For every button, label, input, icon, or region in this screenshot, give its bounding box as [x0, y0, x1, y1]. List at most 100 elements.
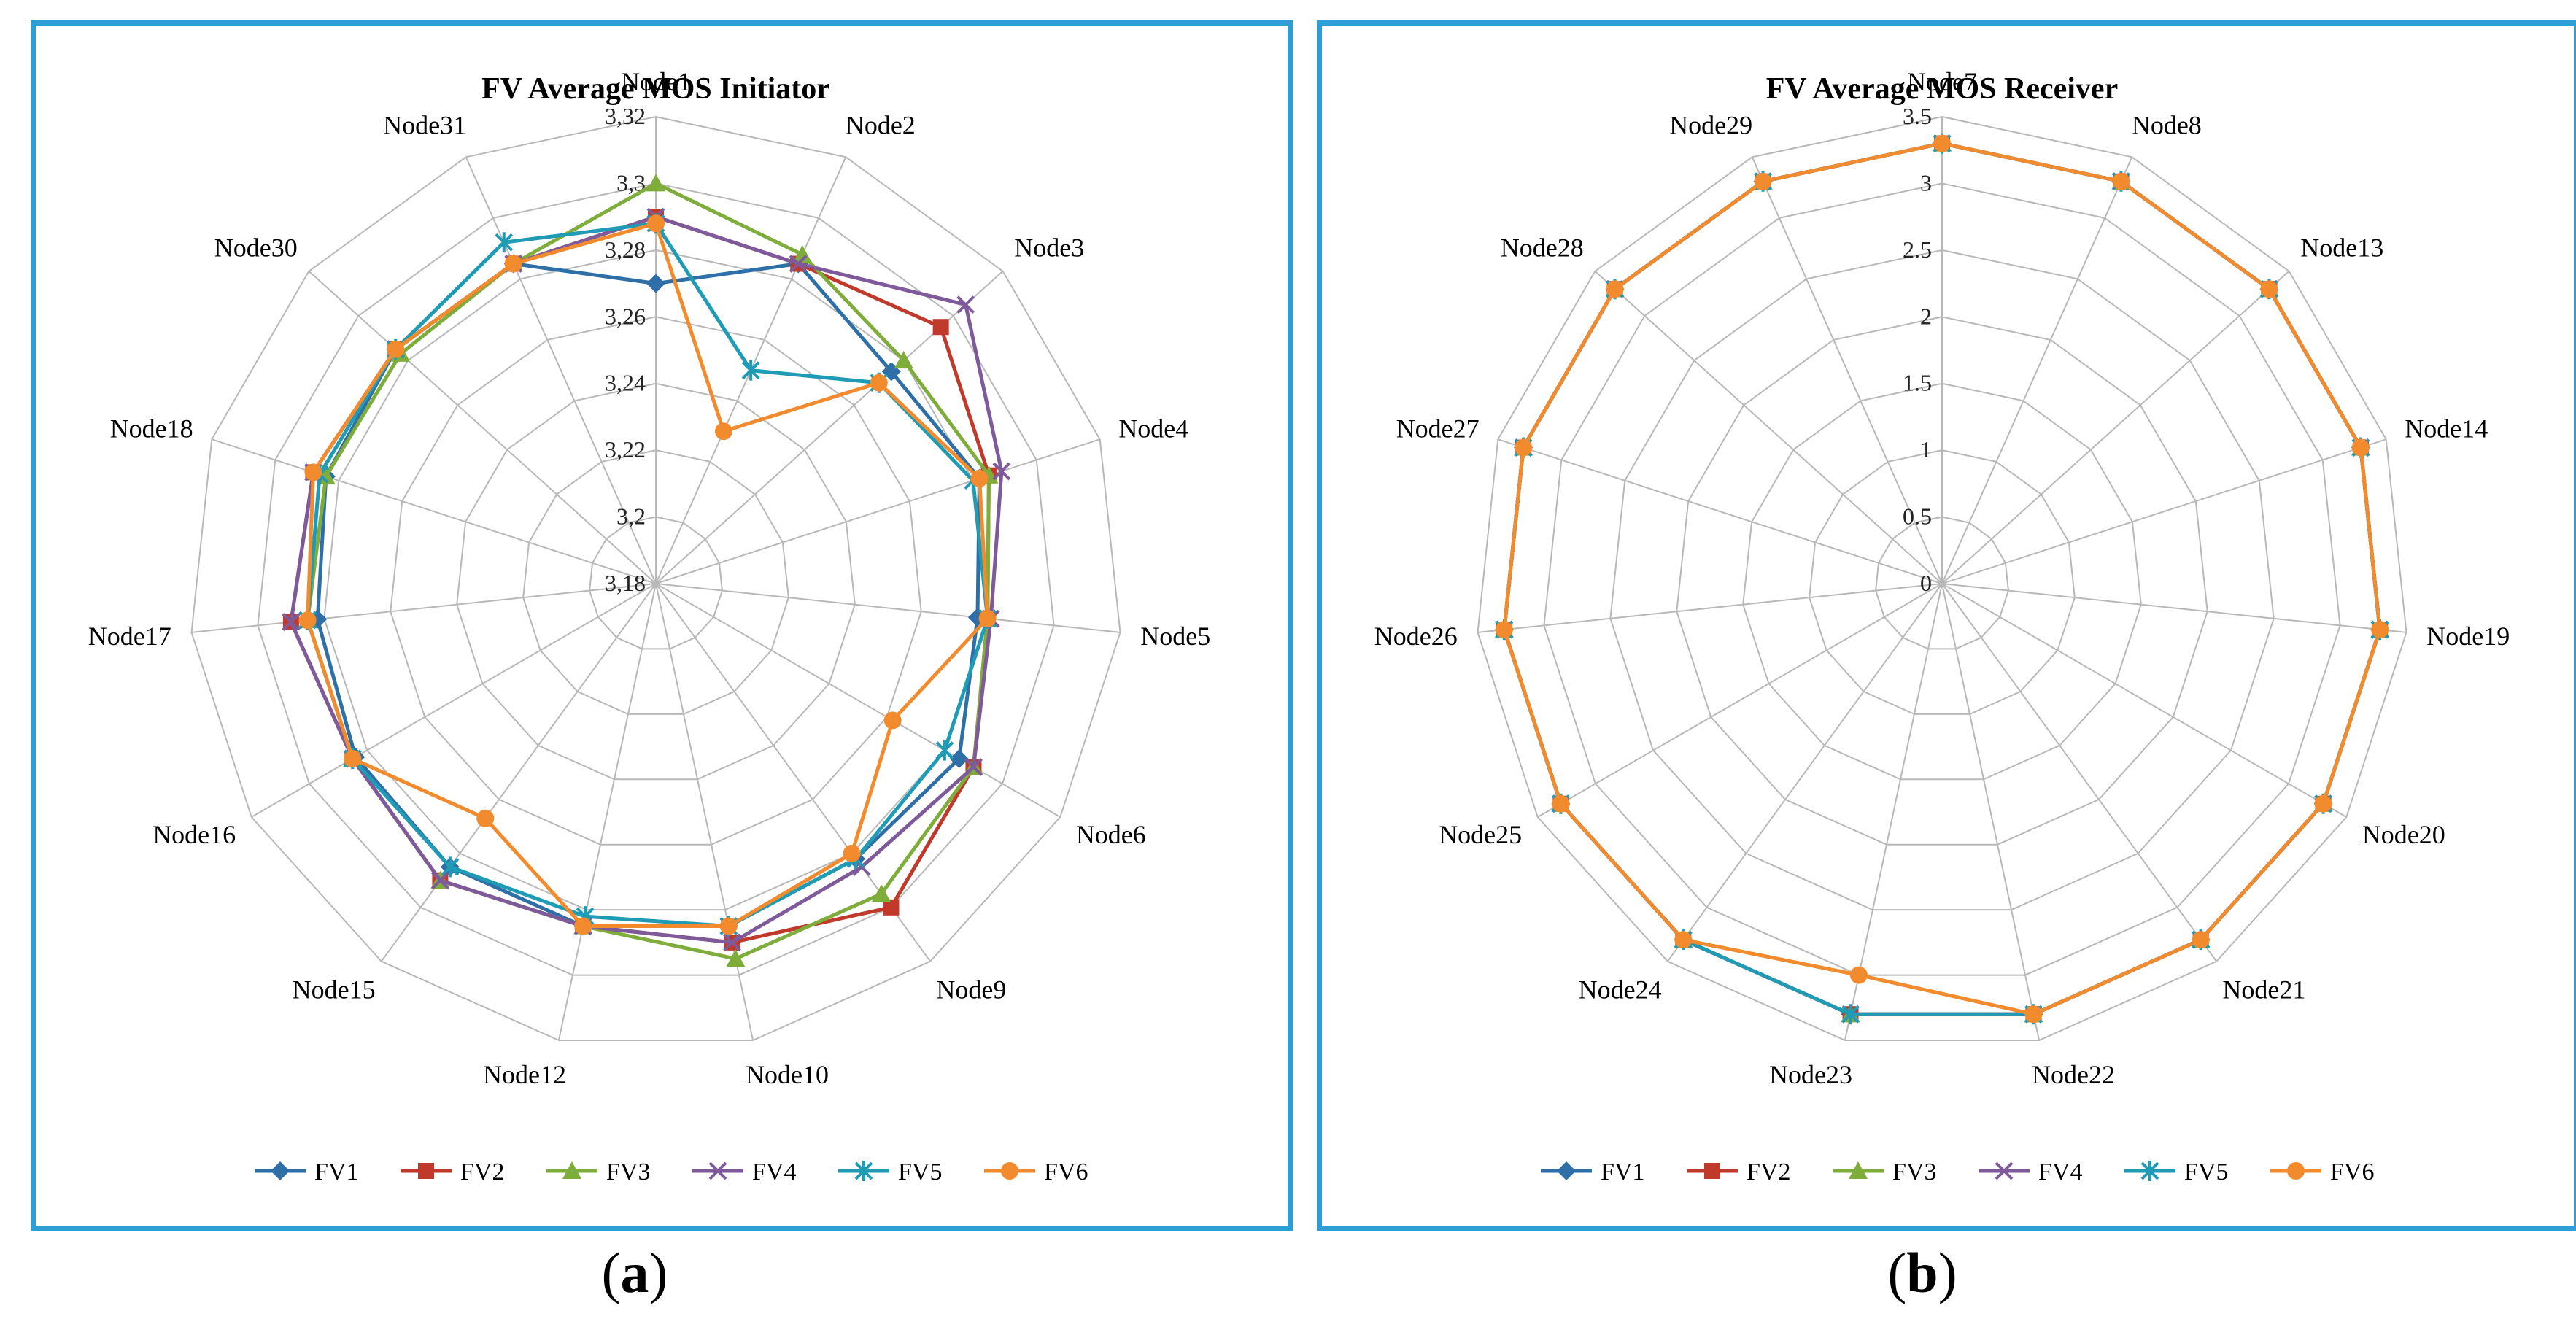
legend-item: FV4 — [1979, 1158, 2082, 1185]
data-point — [894, 351, 913, 369]
data-point — [2314, 794, 2332, 813]
grid-spoke — [308, 271, 657, 584]
series-FV6 — [1495, 134, 2389, 1024]
category-label: Node31 — [383, 110, 466, 139]
data-point — [1552, 794, 1570, 813]
legend-label: FV3 — [606, 1158, 650, 1185]
data-point — [441, 856, 460, 878]
grid-ring — [257, 182, 1055, 976]
tick-label: 3,18 — [605, 570, 646, 596]
tick-label: 2 — [1920, 303, 1932, 329]
grid-spoke — [1751, 156, 1943, 584]
grid-ring — [522, 449, 789, 715]
legend-item: FV5 — [838, 1158, 942, 1185]
data-point — [741, 360, 760, 381]
grid-ring — [390, 316, 922, 846]
legend-marker — [1995, 1161, 2014, 1180]
category-label: Node8 — [2132, 110, 2202, 139]
legend: FV1 FV2 FV3 FV4 FV5 FV6 — [255, 1158, 1088, 1185]
tick-label: 1.5 — [1903, 370, 1932, 396]
legend-marker — [2140, 1161, 2159, 1181]
grid-spoke — [1941, 583, 2041, 1041]
data-point — [970, 469, 989, 487]
data-point — [2112, 172, 2130, 190]
data-point — [843, 844, 861, 862]
grid-ring — [1477, 115, 2407, 1042]
data-point — [883, 711, 902, 730]
legend-label: FV5 — [2184, 1158, 2228, 1185]
data-point — [298, 611, 317, 630]
category-label: Node6 — [1076, 820, 1146, 849]
legend-item: FV2 — [401, 1158, 504, 1185]
series-FV4 — [282, 207, 1011, 952]
data-point — [1515, 438, 1533, 457]
grid-spoke — [1667, 583, 1943, 962]
chart-panel-initiator: FV Average MOS Initiator 3,18 3,2 3,22 3,24 3… — [31, 20, 1293, 1231]
legend-item: FV4 — [692, 1158, 796, 1185]
grid-spoke — [1941, 271, 2290, 584]
legend-item: FV3 — [546, 1158, 650, 1185]
category-label: Node24 — [1579, 975, 1662, 1005]
data-point — [723, 933, 741, 952]
category-label: Node27 — [1396, 414, 1480, 443]
grid-spoke — [1537, 583, 1943, 818]
category-label: Node10 — [746, 1060, 829, 1089]
grid-spoke — [1941, 583, 2217, 962]
data-point — [1754, 172, 1772, 190]
data-point — [956, 295, 975, 314]
grid-spoke — [655, 583, 1061, 818]
legend-marker — [418, 1163, 434, 1179]
legend-item: FV6 — [2270, 1158, 2374, 1185]
tick-label: 0.5 — [1903, 503, 1932, 530]
data-point — [1674, 931, 1693, 949]
series-FV3 — [298, 174, 999, 967]
tick-label: 3 — [1920, 169, 1932, 196]
legend-marker — [1557, 1161, 1576, 1180]
panel-caption-a: (a) — [601, 1241, 668, 1304]
grid-spoke — [1844, 583, 1943, 1041]
data-point — [789, 255, 808, 273]
legend-item: FV1 — [255, 1158, 358, 1185]
category-label: Node5 — [1140, 622, 1210, 651]
tick-label: 3,28 — [605, 236, 646, 263]
data-point — [964, 758, 983, 776]
legend-item: FV6 — [984, 1158, 1088, 1185]
data-point — [872, 884, 891, 902]
data-point — [476, 809, 495, 827]
series-line — [306, 221, 990, 929]
data-point — [495, 232, 514, 253]
data-point — [883, 899, 900, 916]
category-label: Node28 — [1501, 233, 1584, 263]
category-label: Node30 — [214, 233, 298, 263]
data-point — [932, 319, 949, 336]
data-point — [2192, 931, 2210, 949]
series-line — [306, 221, 990, 929]
tick-label: 2.5 — [1903, 236, 1932, 263]
data-point — [304, 463, 322, 481]
legend-label: FV2 — [1747, 1158, 1790, 1185]
data-point — [1849, 966, 1868, 984]
legend-label: FV1 — [314, 1158, 358, 1185]
grid-ring — [589, 516, 723, 650]
data-point — [949, 749, 969, 768]
legend-label: FV4 — [752, 1158, 796, 1185]
category-label: Node25 — [1439, 820, 1522, 849]
data-point — [792, 244, 812, 263]
grid-ring — [190, 115, 1121, 1042]
category-label: Node17 — [88, 622, 171, 651]
tick-label: 3,22 — [605, 436, 646, 463]
category-label: Node19 — [2426, 622, 2510, 651]
legend-marker — [854, 1161, 873, 1181]
data-point — [1495, 621, 1513, 639]
category-label: Node29 — [1669, 110, 1752, 139]
category-label: Node2 — [846, 110, 916, 139]
panel-caption-b: (b) — [1887, 1241, 1957, 1304]
tick-label: 3,24 — [605, 370, 646, 396]
grid-spoke — [655, 583, 754, 1041]
data-point — [387, 340, 405, 358]
data-point — [992, 462, 1011, 481]
radar-chart-receiver: FV Average MOS Receiver 0 0.5 1 1.5 2 2.5 3 3.5 N… — [1374, 67, 2510, 1185]
category-label: Node3 — [1014, 233, 1084, 263]
grid-spoke — [557, 583, 657, 1041]
legend: FV1 FV2 FV3 FV4 FV5 FV6 — [1541, 1158, 2374, 1185]
